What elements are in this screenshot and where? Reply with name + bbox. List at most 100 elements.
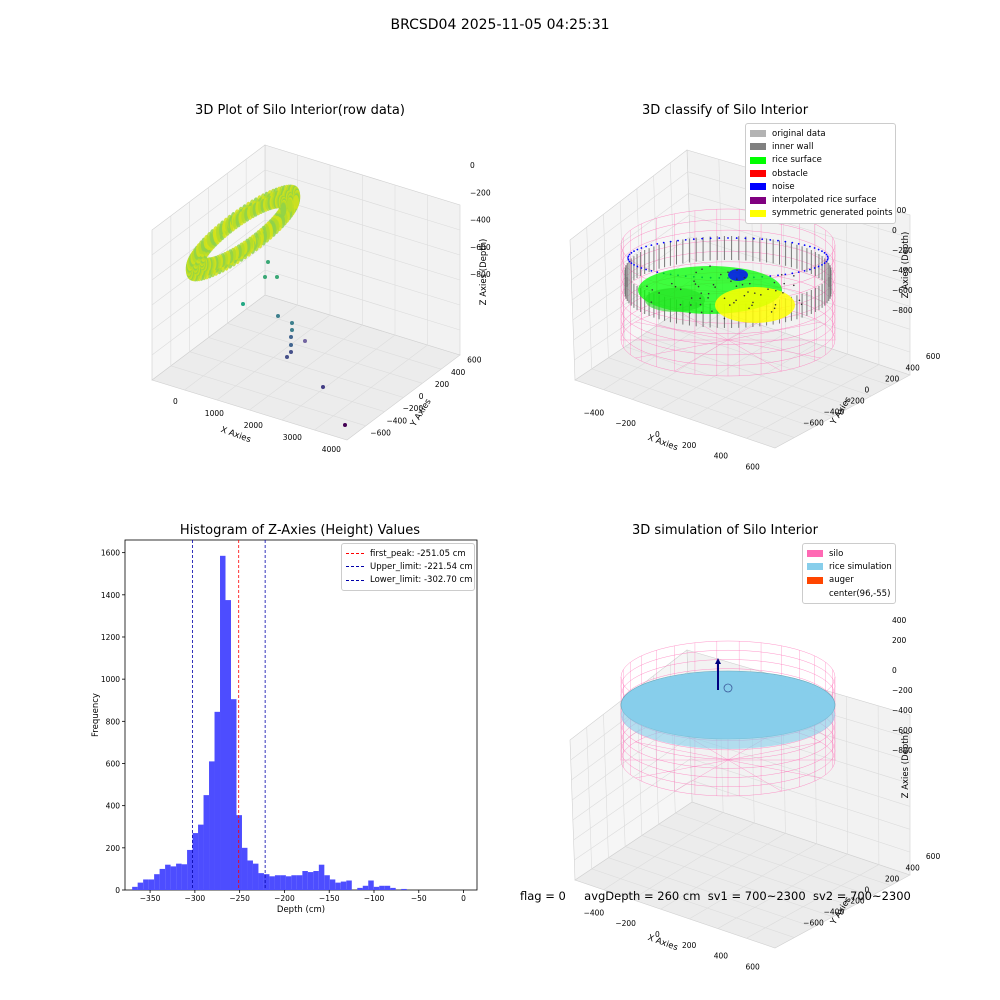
grid-line	[845, 696, 849, 855]
z-tick-label: −600	[470, 243, 491, 252]
noise-point	[640, 247, 643, 249]
interpolated-point	[743, 276, 746, 279]
x-tick-label: 200	[682, 941, 697, 950]
histogram-bar	[390, 887, 396, 890]
grid-line	[877, 205, 880, 365]
histogram-bar	[198, 824, 204, 890]
noise-point	[827, 257, 829, 259]
x-tick-label: 0	[461, 894, 466, 903]
interpolated-point	[709, 265, 711, 267]
interpolated-point	[798, 299, 801, 302]
silo-spoke	[674, 339, 729, 372]
grid-line	[675, 312, 891, 386]
grid-line	[591, 368, 795, 438]
grid-line	[574, 780, 692, 861]
histogram-bar	[154, 874, 160, 890]
histogram-bar	[269, 876, 275, 890]
interpolated-point	[679, 303, 682, 306]
histogram-bar	[148, 879, 155, 890]
histogram-bar	[362, 885, 369, 890]
legend-swatch	[750, 170, 766, 178]
grid-line	[675, 812, 891, 886]
silo-spoke	[727, 741, 821, 761]
x-tick-label: 4000	[322, 445, 341, 454]
grid-line	[586, 727, 593, 869]
interpolated-point	[773, 281, 776, 284]
interpolated-point	[774, 303, 777, 306]
noise-point	[630, 262, 633, 265]
histogram-bar	[324, 875, 330, 890]
grid-line	[571, 214, 690, 301]
legend-item-silo: silo	[807, 547, 891, 560]
histogram-bar	[291, 875, 297, 890]
grid-line	[688, 193, 911, 262]
silo-spoke	[635, 321, 729, 341]
outlier-point	[289, 335, 293, 339]
sv1-text: sv1 = 700~2300	[707, 889, 806, 903]
y-tick-label: 800	[106, 717, 121, 726]
interpolated-point	[751, 304, 753, 307]
histogram-bar	[203, 795, 210, 890]
y-tick-label: 400	[451, 368, 466, 377]
interpolated-point	[651, 289, 654, 291]
outlier-point	[321, 385, 325, 389]
y-tick-label: 200	[435, 380, 450, 389]
histogram-bar	[181, 864, 188, 890]
histogram-bar	[220, 555, 226, 890]
noise-point	[640, 267, 643, 269]
noise-point	[633, 263, 635, 266]
histogram-bar	[165, 864, 171, 890]
x-tick-label: −150	[319, 894, 340, 903]
grid-line	[151, 169, 266, 256]
noise-point	[803, 244, 806, 247]
silo-spoke	[727, 759, 821, 779]
legend-swatch	[807, 590, 823, 597]
noise-point	[769, 275, 772, 278]
noise-point	[636, 248, 639, 251]
grid-line	[572, 736, 691, 821]
interpolated-point	[679, 288, 682, 291]
y-tick-label: 1400	[101, 591, 120, 600]
outlier-point	[275, 275, 279, 279]
interpolated-point	[674, 285, 677, 288]
histogram-bar	[401, 888, 407, 890]
histogram-bar	[252, 863, 259, 890]
avg-depth-text: avgDepth = 260 cm	[584, 889, 701, 903]
legend-item-lower-limit: Lower_limit: -302.70 cm	[346, 574, 472, 587]
noise-point	[813, 247, 816, 249]
legend-swatch	[750, 196, 766, 204]
grid-line	[619, 201, 626, 347]
noise-point	[633, 250, 635, 253]
noise-point	[684, 238, 687, 241]
legend-swatch	[750, 209, 766, 217]
grid-line	[690, 758, 911, 830]
y-axis-label: Frequency	[91, 693, 101, 737]
noise-point	[636, 265, 639, 268]
histogram-bar	[214, 711, 221, 890]
outlier-point	[289, 343, 293, 347]
noise-point	[692, 238, 695, 241]
y-tick-label: −600	[370, 429, 391, 438]
status-footer: flag = 0 avgDepth = 260 cm sv1 = 700~230…	[520, 889, 911, 903]
noise-point	[809, 245, 811, 248]
legend-item-interpolated: interpolated rice surface	[750, 193, 891, 206]
noise-point	[826, 255, 829, 258]
rice-simulation-body	[621, 681, 835, 749]
legend-item-noise: noise	[750, 180, 891, 193]
x-axis-label: Depth (cm)	[277, 905, 325, 915]
interpolated-point	[743, 294, 746, 297]
rice-surface-cloud	[185, 184, 301, 282]
y-tick-label: 400	[106, 802, 121, 811]
y-tick-label: 400	[905, 863, 920, 872]
x-tick-label: −300	[185, 894, 206, 903]
interpolated-point	[700, 292, 703, 294]
interpolated-point	[689, 312, 691, 314]
z-tick-label: 400	[892, 616, 907, 625]
outlier-point	[263, 275, 267, 279]
grid-line	[641, 835, 853, 907]
grid-line	[570, 171, 688, 261]
z-tick-label: 200	[892, 636, 907, 645]
histogram-bar	[192, 833, 199, 890]
outlier-point	[289, 350, 293, 354]
noise-point	[727, 237, 729, 239]
